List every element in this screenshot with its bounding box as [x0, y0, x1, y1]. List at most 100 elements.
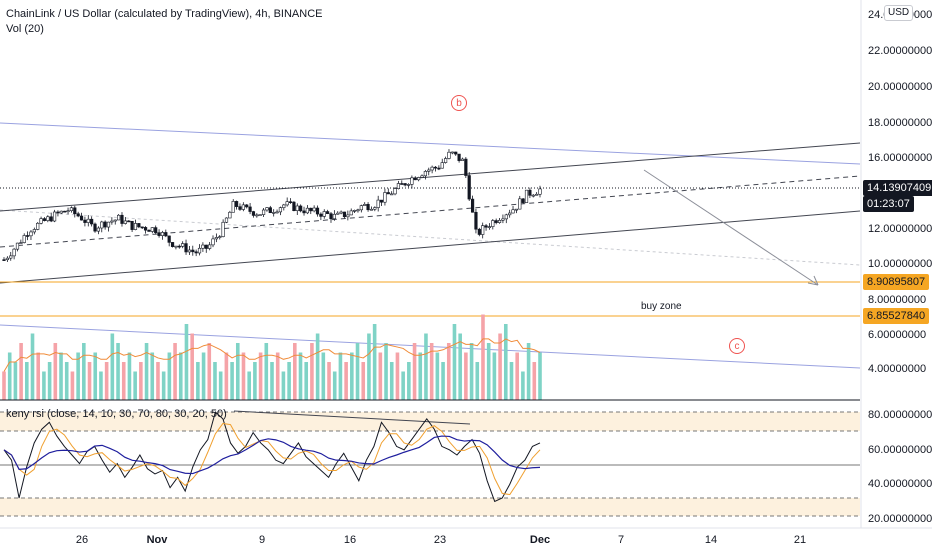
candle-body	[251, 211, 256, 216]
candle-body	[410, 177, 414, 185]
candle-body	[417, 177, 421, 181]
candle-body	[79, 215, 84, 221]
volume-bar	[230, 362, 234, 400]
volume-bar	[253, 362, 257, 400]
volume-bar	[344, 362, 348, 400]
candle-body	[228, 211, 232, 219]
candle-body	[194, 251, 198, 254]
volume-bar	[298, 352, 303, 400]
candle-body	[383, 192, 387, 203]
volume-bar	[144, 343, 149, 400]
volume-bar	[201, 352, 206, 400]
projection-arrow[interactable]	[643, 169, 819, 286]
candle-body	[477, 228, 481, 235]
volume-bar	[304, 362, 309, 400]
candle-body	[120, 214, 124, 224]
candle-body	[484, 225, 488, 228]
candle-body	[36, 222, 40, 230]
candle-body	[373, 207, 377, 210]
candle-body	[100, 221, 104, 229]
candle-body	[464, 158, 468, 176]
candle-body	[187, 249, 192, 253]
candle-body	[386, 192, 390, 195]
candle-body	[52, 211, 57, 222]
channel-mid-dashed[interactable]	[0, 175, 861, 248]
candle-body	[275, 211, 279, 214]
candle-body	[379, 199, 384, 203]
rsi-axis[interactable]: 80.00000000 60.00000000 40.00000000 20.0000…	[868, 409, 932, 525]
candle-body	[309, 207, 313, 212]
wave-c-label[interactable]: c	[729, 338, 745, 354]
candle-body	[96, 227, 100, 232]
volume-bar	[224, 352, 229, 400]
candle-body	[268, 207, 272, 214]
candle-body	[339, 211, 343, 214]
volume-bar	[247, 371, 251, 400]
price-axis[interactable]: 24.0000000022.0000000020.0000000018.0000…	[868, 9, 932, 375]
volume-bar	[526, 343, 531, 400]
volume-bar	[36, 352, 41, 400]
candle-body	[474, 211, 478, 230]
candle-body	[22, 235, 26, 243]
candle-body	[167, 235, 171, 243]
currency-button[interactable]: USD	[884, 5, 914, 21]
rsi-pane[interactable]	[0, 399, 860, 517]
buy-zone-label[interactable]: buy zone	[641, 301, 682, 312]
price-pane[interactable]	[0, 122, 861, 400]
candle-body	[117, 214, 121, 221]
candle-body	[110, 220, 114, 223]
trendline-grey-dotted[interactable]	[0, 209, 861, 266]
candle-body	[49, 216, 53, 222]
volume-bar	[53, 343, 58, 400]
candle-body	[191, 249, 195, 253]
rsi-trendline[interactable]	[233, 410, 471, 425]
volume-bar	[378, 352, 383, 400]
candle-body	[261, 209, 266, 215]
candle-body	[460, 158, 465, 161]
candle-body	[396, 183, 401, 189]
volume-bar	[446, 343, 451, 400]
candle-body	[376, 199, 380, 208]
volume-bar	[139, 362, 143, 400]
volume-bar	[64, 362, 69, 400]
rsi-signal-line	[3, 422, 541, 496]
candle-body	[181, 243, 185, 247]
candle-body	[359, 205, 363, 211]
volume-bar	[429, 343, 434, 400]
candle-body	[315, 207, 320, 215]
volume-bar	[521, 371, 525, 400]
time-tick-label: 9	[259, 534, 265, 546]
volume-bar	[407, 362, 411, 400]
volume-bar	[104, 362, 109, 400]
time-tick-label: 16	[344, 534, 356, 546]
candle-body	[103, 221, 107, 228]
candle-body	[127, 220, 131, 223]
rsi-tick-label: 20.00000000	[868, 513, 932, 525]
time-axis[interactable]: 26 Nov 9 16 23 Dec 7 14 21	[76, 534, 806, 546]
volume-bar	[190, 333, 194, 400]
candle-body	[39, 218, 43, 224]
candle-body	[147, 229, 151, 232]
candle-body	[12, 248, 16, 257]
volume-bar	[293, 343, 297, 400]
candles-group	[2, 149, 542, 262]
volume-bar	[213, 362, 217, 400]
candle-body	[497, 219, 502, 223]
volume-bar	[93, 352, 98, 400]
volume-bar	[486, 343, 491, 400]
volume-bar	[503, 324, 508, 400]
volume-bar	[133, 371, 137, 400]
channel-lower-line[interactable]	[0, 210, 861, 284]
indicator-label[interactable]: keny rsi (close, 14, 10, 30, 70, 80, 30,…	[6, 408, 227, 420]
candle-body	[437, 167, 441, 170]
price-tick-label: 20.00000000	[868, 81, 932, 93]
channel-upper-line[interactable]	[0, 142, 861, 212]
trendline-blue-upper[interactable]	[0, 122, 861, 165]
volume-label[interactable]: Vol (20)	[6, 23, 44, 35]
wave-b-label[interactable]: b	[451, 95, 467, 111]
time-tick-label: 14	[705, 534, 717, 546]
candle-body	[208, 244, 212, 249]
price-tick-label: 4.00000000	[868, 363, 926, 375]
candle-body	[319, 213, 323, 217]
candle-body	[352, 210, 357, 212]
